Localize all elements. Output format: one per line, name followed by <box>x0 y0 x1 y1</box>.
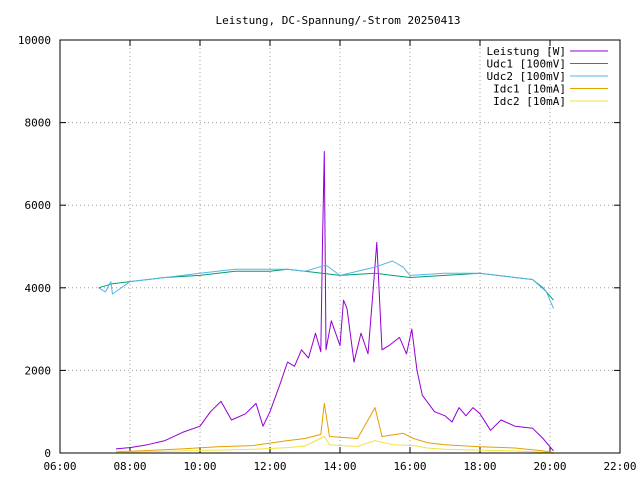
series-line-1 <box>115 151 554 452</box>
y-tick-label: 0 <box>44 447 51 460</box>
x-tick-label: 20:00 <box>533 460 566 473</box>
x-tick-label: 14:00 <box>323 460 356 473</box>
y-tick-label: 6000 <box>25 199 52 212</box>
plot-frame <box>59 39 621 454</box>
x-tick-label: 16:00 <box>393 460 426 473</box>
grid-lines <box>60 40 620 453</box>
chart-title: Leistung, DC-Spannung/-Strom 20250413 <box>215 14 460 27</box>
legend-label: Udc2 [100mV] <box>487 70 566 83</box>
x-tick-label: 18:00 <box>463 460 496 473</box>
legend-label: Idc1 [10mA] <box>493 83 566 96</box>
x-tick-label: 08:00 <box>113 460 146 473</box>
series-line-3 <box>98 260 554 309</box>
y-tick-label: 8000 <box>25 117 52 130</box>
y-tick-label: 4000 <box>25 282 52 295</box>
series-line-4 <box>115 402 554 454</box>
series-lines <box>98 151 554 454</box>
series-line-5 <box>115 436 554 454</box>
x-tick-label: 12:00 <box>253 460 286 473</box>
x-tick-label: 10:00 <box>183 460 216 473</box>
axis-ticks: 06:00 08:00 10:00 12:00 14:00 16:00 18:00 20:00… <box>18 34 637 473</box>
x-tick-label: 22:00 <box>603 460 636 473</box>
y-tick-label: 10000 <box>18 34 51 47</box>
legend-label: Idc2 [10mA] <box>493 95 566 108</box>
legend-label: Udc1 [100mV] <box>487 58 566 71</box>
y-tick-label: 2000 <box>25 364 52 377</box>
x-tick-label: 06:00 <box>43 460 76 473</box>
legend-label: Leistung [W] <box>487 45 566 58</box>
legend: Leistung [W]Udc1 [100mV]Udc2 [100mV]Idc1… <box>487 45 608 108</box>
